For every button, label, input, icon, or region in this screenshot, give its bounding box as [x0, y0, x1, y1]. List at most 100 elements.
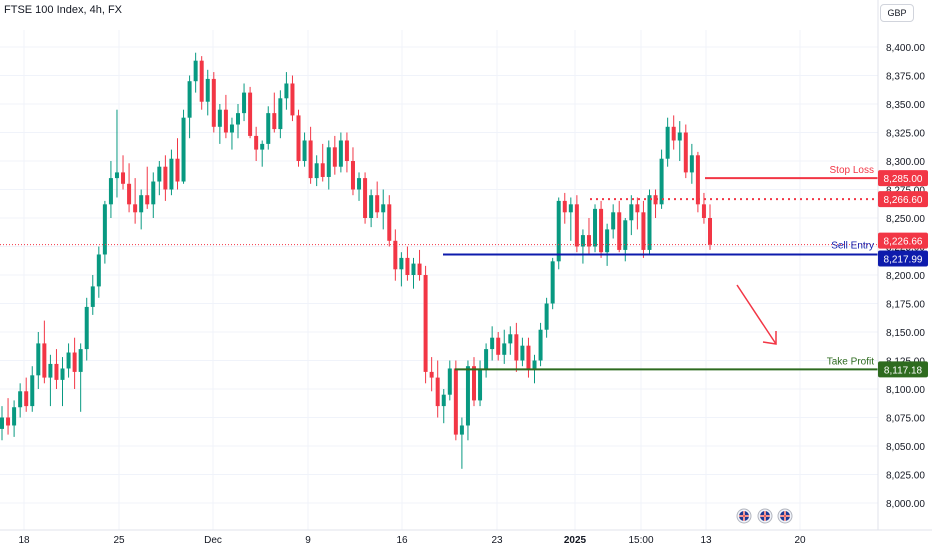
candle[interactable] [296, 109, 301, 167]
price-axis[interactable]: 8,400.00 8,375.00 8,350.00 8,325.00 8,300.00… [877, 0, 932, 550]
candle[interactable] [369, 189, 374, 228]
candle[interactable] [568, 197, 573, 241]
candle[interactable] [266, 106, 271, 150]
candle[interactable] [387, 195, 392, 247]
candle[interactable] [344, 132, 349, 173]
candle[interactable] [84, 297, 89, 361]
candle[interactable] [133, 178, 138, 224]
candle[interactable] [526, 337, 531, 378]
candle[interactable] [121, 155, 126, 190]
candle[interactable] [205, 69, 210, 116]
candle[interactable] [375, 181, 380, 218]
candle[interactable] [508, 326, 513, 355]
candle[interactable] [114, 109, 119, 198]
candle[interactable] [586, 218, 591, 255]
candle[interactable] [108, 161, 113, 218]
candle[interactable] [562, 192, 567, 224]
candle[interactable] [54, 349, 59, 389]
candle[interactable] [175, 138, 180, 190]
candle[interactable] [163, 155, 168, 201]
candle[interactable] [157, 161, 162, 196]
trade-levels[interactable]: Stop Loss Sell Entry Take Profit [0, 165, 878, 371]
candle[interactable] [302, 132, 307, 167]
candle[interactable] [320, 143, 325, 182]
candle[interactable] [308, 126, 313, 184]
candle[interactable] [18, 383, 23, 418]
candle[interactable] [169, 149, 174, 196]
candle[interactable] [139, 189, 144, 230]
candle[interactable] [284, 72, 289, 110]
candle[interactable] [66, 343, 71, 378]
uk-flag-icon[interactable] [736, 508, 752, 524]
candle[interactable] [453, 360, 458, 441]
candle[interactable] [708, 204, 712, 250]
candle[interactable] [441, 389, 446, 424]
candle[interactable] [145, 166, 150, 209]
candle[interactable] [496, 332, 501, 361]
candle[interactable] [248, 86, 253, 139]
candle[interactable] [605, 223, 610, 266]
time-axis[interactable]: 18 25 Dec 9 16 23 2025 15:00 13 20 [0, 529, 932, 546]
candle[interactable] [574, 195, 579, 253]
uk-flag-icon[interactable] [757, 508, 773, 524]
candle[interactable] [447, 360, 452, 401]
candle[interactable] [544, 297, 549, 338]
candle[interactable] [187, 75, 192, 139]
candle[interactable] [490, 326, 495, 361]
candle[interactable] [393, 229, 398, 281]
candle[interactable] [683, 124, 688, 179]
candle[interactable] [326, 140, 331, 190]
candle[interactable] [701, 192, 706, 224]
candle[interactable] [363, 172, 368, 224]
candle[interactable] [350, 147, 355, 196]
candle[interactable] [514, 322, 519, 372]
candle[interactable] [478, 360, 483, 407]
candle[interactable] [459, 417, 464, 469]
candle[interactable] [199, 56, 204, 110]
candle[interactable] [236, 104, 240, 139]
candle[interactable] [484, 343, 489, 378]
candle[interactable] [338, 132, 343, 173]
candle-series[interactable] [0, 52, 712, 469]
candle[interactable] [659, 149, 664, 209]
candle[interactable] [617, 200, 622, 253]
candle[interactable] [181, 109, 186, 184]
candle[interactable] [229, 117, 234, 150]
candle[interactable] [381, 189, 386, 230]
candle[interactable] [90, 275, 95, 315]
candle[interactable] [254, 126, 259, 161]
candle[interactable] [24, 377, 29, 412]
candle[interactable] [599, 200, 604, 258]
candle[interactable] [36, 332, 41, 389]
candle[interactable] [593, 204, 598, 253]
candle[interactable] [6, 398, 11, 435]
candle[interactable] [193, 52, 198, 93]
candle[interactable] [538, 322, 543, 367]
candle[interactable] [42, 320, 47, 384]
candle[interactable] [653, 189, 658, 219]
candle[interactable] [665, 117, 670, 167]
currency-button[interactable]: GBP [880, 4, 914, 22]
candle[interactable] [60, 357, 65, 407]
symbol-title[interactable]: FTSE 100 Index, 4h, FX [4, 4, 123, 16]
uk-flag-icon[interactable] [777, 508, 793, 524]
candle[interactable] [629, 195, 634, 236]
candle[interactable] [550, 257, 555, 310]
candle[interactable] [12, 400, 17, 437]
candle[interactable] [72, 337, 77, 389]
candle[interactable] [677, 121, 682, 161]
candle[interactable] [520, 337, 525, 367]
candle[interactable] [223, 94, 228, 139]
candle[interactable] [242, 83, 247, 122]
candle[interactable] [332, 135, 337, 175]
candle[interactable] [423, 265, 428, 384]
candle[interactable] [502, 329, 507, 364]
candle[interactable] [278, 90, 283, 139]
candle[interactable] [151, 172, 156, 218]
candle[interactable] [689, 143, 694, 184]
candle[interactable] [417, 249, 422, 281]
candle[interactable] [272, 92, 277, 133]
candle[interactable] [405, 246, 410, 281]
candle[interactable] [472, 357, 476, 407]
